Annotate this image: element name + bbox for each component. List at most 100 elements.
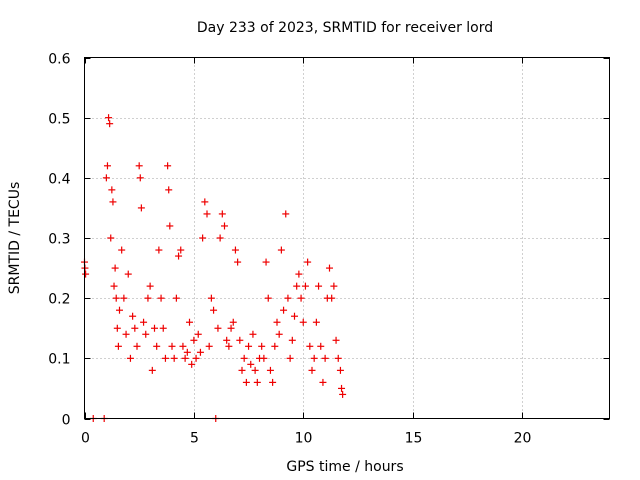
data-point [253, 378, 261, 386]
data-point [336, 366, 344, 374]
data-point [131, 324, 139, 332]
data-point [144, 294, 152, 302]
data-point [338, 384, 346, 392]
data-point [262, 258, 270, 266]
x-tick-label: 0 [81, 431, 90, 447]
data-point [210, 306, 218, 314]
data-point [190, 336, 198, 344]
data-point [124, 270, 132, 278]
data-point [304, 258, 312, 266]
data-point [306, 342, 314, 350]
data-point [157, 294, 165, 302]
data-point [153, 342, 161, 350]
data-point [328, 294, 336, 302]
data-point [112, 294, 120, 302]
data-point [216, 234, 224, 242]
data-point [168, 342, 176, 350]
data-point [339, 390, 347, 398]
data-point [137, 204, 145, 212]
data-point [170, 354, 178, 362]
data-point [286, 354, 294, 362]
data-point [223, 336, 231, 344]
data-point [260, 354, 268, 362]
x-tick-label: 20 [514, 431, 532, 447]
data-point [148, 366, 156, 374]
data-point [166, 222, 174, 230]
data-point [271, 342, 279, 350]
data-point [334, 354, 342, 362]
data-point [140, 318, 148, 326]
data-point [103, 162, 111, 170]
data-point [114, 342, 122, 350]
data-point [301, 282, 309, 290]
data-point [136, 174, 144, 182]
data-point [238, 366, 246, 374]
data-point [161, 354, 169, 362]
data-point [231, 246, 239, 254]
data-point [258, 342, 266, 350]
data-point [105, 114, 113, 122]
data-point [310, 354, 318, 362]
data-point [118, 246, 126, 254]
data-point [129, 312, 137, 320]
data-point [107, 234, 115, 242]
data-point [135, 162, 143, 170]
data-point [181, 354, 189, 362]
y-tick-label: 0.1 [48, 352, 70, 368]
y-tick-label: 0 [62, 413, 71, 429]
data-point [120, 294, 128, 302]
y-tick-label: 0.4 [48, 172, 70, 188]
data-point [111, 264, 119, 272]
data-point [194, 330, 202, 338]
data-point [106, 120, 114, 128]
data-point [183, 348, 191, 356]
data-point [102, 174, 110, 182]
data-point [186, 318, 193, 326]
data-point [275, 330, 283, 338]
data-point [196, 348, 204, 356]
y-tick-label: 0.5 [48, 112, 70, 128]
data-point [205, 342, 213, 350]
y-tick-label: 0.6 [48, 52, 70, 68]
data-point [188, 360, 196, 368]
data-point [218, 210, 226, 218]
data-point [319, 378, 327, 386]
data-point [242, 378, 250, 386]
data-point [151, 324, 158, 332]
data-point [203, 210, 211, 218]
y-axis-label: SRMTID / TECUs [7, 182, 23, 295]
data-point [236, 336, 244, 344]
data-point [229, 318, 237, 326]
data-point [192, 354, 200, 362]
data-point [245, 342, 253, 350]
data-point [247, 360, 255, 368]
data-point [221, 222, 228, 230]
data-point [159, 324, 167, 332]
data-point [146, 282, 154, 290]
data-point [269, 378, 277, 386]
data-point [291, 312, 298, 320]
tick-labels: 0 5 10 15 20 0 0.1 0.2 0.3 0.4 0.5 0.6 [48, 52, 531, 447]
data-point [317, 342, 325, 350]
plot-frame [84, 57, 610, 419]
data-point [297, 294, 305, 302]
data-point [110, 282, 118, 290]
data-point [266, 366, 274, 374]
data-point [109, 198, 117, 206]
data-point [273, 318, 281, 326]
data-point [113, 324, 121, 332]
data-point [277, 246, 285, 254]
data-point [155, 246, 163, 254]
data-point [249, 330, 257, 338]
data-point [280, 306, 288, 314]
data-point [326, 264, 333, 272]
data-point [172, 294, 180, 302]
data-point [332, 336, 340, 344]
data-point [264, 294, 272, 302]
data-point [227, 324, 235, 332]
data-point [201, 198, 209, 206]
data-point [295, 270, 303, 278]
chart-title: Day 233 of 2023, SRMTID for receiver lor… [197, 20, 493, 36]
data-point [308, 366, 316, 374]
